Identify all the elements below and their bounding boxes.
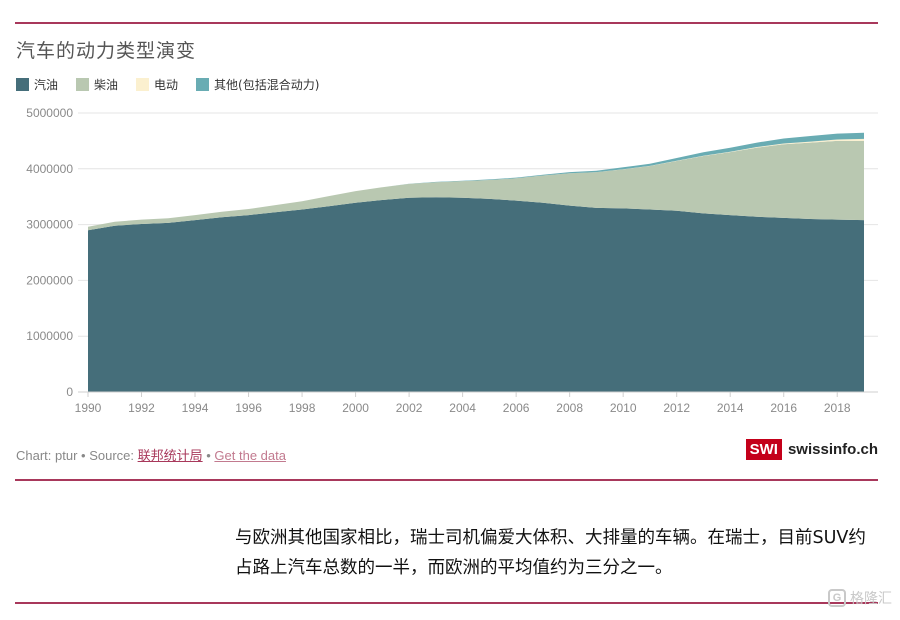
watermark-text: 格隆汇 [850,591,892,607]
legend-label: 汽油 [34,78,59,92]
x-tick-label: 2010 [610,401,637,415]
legend-label: 柴油 [94,78,119,92]
brand-box: SWI [745,439,782,460]
top-rule [15,22,878,24]
x-tick-label: 2006 [503,401,530,415]
watermark: G 格隆汇 [828,588,892,608]
x-tick-label: 2002 [396,401,423,415]
legend-item: 柴油 [76,76,118,93]
x-tick-label: 2000 [342,401,369,415]
brand-name: swissinfo.ch [787,441,878,458]
article-caption: 与欧洲其他国家相比，瑞士司机偏爱大体积、大排量的车辆。在瑞士，目前SUV约占路上… [235,528,866,578]
legend-item: 汽油 [16,76,58,93]
y-tick-label: 4000000 [26,162,73,176]
brand-logo[interactable]: SWI swissinfo.ch [745,439,878,460]
legend-label: 电动 [154,78,179,92]
y-tick-label: 1000000 [26,329,73,343]
source-prefix: Chart: ptur • Source: [16,448,138,463]
legend-swatch [16,78,29,91]
area-series [88,197,864,392]
watermark-icon: G [828,589,846,607]
x-tick-label: 1998 [289,401,316,415]
legend-swatch [196,78,210,91]
y-tick-label: 2000000 [26,273,73,287]
x-tick-label: 2008 [556,401,583,415]
legend-item: 其他(包括混合动力) [196,76,319,93]
chart-legend: 汽油 柴油 电动 其他(包括混合动力) [16,76,319,93]
chart-title: 汽车的动力类型演变 [16,40,197,62]
legend-label: 其他(包括混合动力) [214,78,320,92]
x-tick-label: 2014 [717,401,744,415]
middle-rule [15,479,878,481]
chart-plot: 0 1000000 2000000 3000000 4000000 5000000 1990… [26,106,878,415]
y-tick-label: 3000000 [26,218,73,232]
x-tick-label: 2018 [824,401,851,415]
y-tick-label: 5000000 [26,106,73,120]
x-tick-label: 2012 [663,401,690,415]
x-tick-label: 1994 [182,401,209,415]
y-tick-label: 0 [66,385,73,399]
legend-swatch [76,78,90,91]
area-series [88,132,864,227]
get-data-link[interactable]: Get the data [214,448,286,463]
x-tick-label: 1992 [128,401,155,415]
area-series [88,140,864,231]
x-tick-label: 1996 [235,401,262,415]
bottom-rule [15,602,878,604]
source-link[interactable]: 联邦统计局 [137,448,203,463]
x-tick-label: 2004 [449,401,476,415]
legend-swatch [136,78,150,91]
x-tick-label: 2016 [770,401,797,415]
legend-item: 电动 [136,76,178,93]
chart-source: Chart: ptur • Source: 联邦统计局 • Get the da… [16,445,286,464]
source-separator: • [202,448,215,463]
x-tick-label: 1990 [75,401,102,415]
